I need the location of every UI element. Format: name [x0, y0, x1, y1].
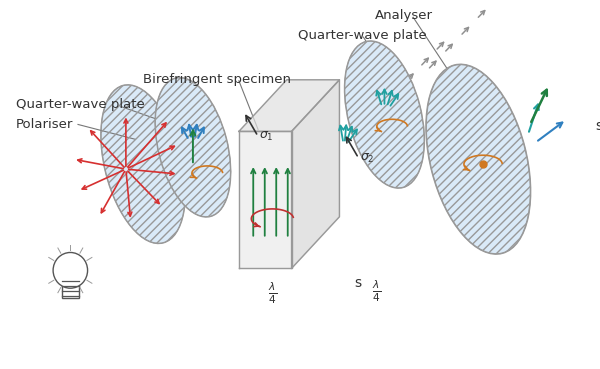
Polygon shape	[239, 131, 292, 268]
Polygon shape	[239, 80, 340, 131]
Ellipse shape	[344, 41, 424, 188]
FancyBboxPatch shape	[62, 276, 79, 298]
Text: Analyser: Analyser	[375, 9, 433, 22]
Circle shape	[53, 252, 88, 288]
Text: $\frac{\lambda}{4}$: $\frac{\lambda}{4}$	[268, 280, 277, 306]
Text: s: s	[354, 276, 361, 290]
Ellipse shape	[426, 64, 530, 254]
Text: s: s	[595, 120, 600, 134]
Text: Quarter-wave plate: Quarter-wave plate	[298, 29, 427, 42]
Ellipse shape	[155, 77, 231, 217]
Ellipse shape	[101, 85, 185, 244]
Text: $\frac{\lambda}{4}$: $\frac{\lambda}{4}$	[372, 278, 382, 304]
Text: $\sigma_2$: $\sigma_2$	[359, 152, 374, 165]
Text: Birefringent specimen: Birefringent specimen	[143, 73, 291, 86]
Text: Polariser: Polariser	[16, 118, 73, 131]
Polygon shape	[292, 80, 340, 268]
Text: $\sigma_1$: $\sigma_1$	[259, 130, 274, 143]
Text: Quarter-wave plate: Quarter-wave plate	[16, 98, 145, 111]
